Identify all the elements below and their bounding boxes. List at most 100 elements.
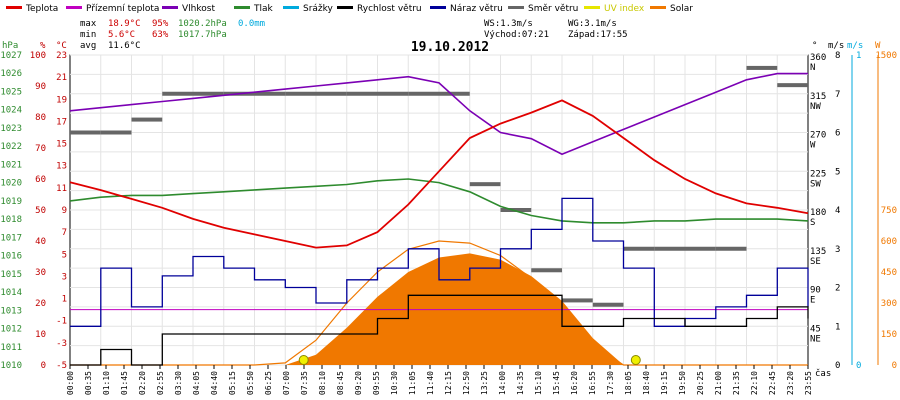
unit-w: W xyxy=(875,41,881,51)
x-axis: 00:00 00:35 01:10 01:45 02:20 02:55 03:30 04:05… xyxy=(66,365,813,395)
solar-tick-label: 600 xyxy=(881,237,897,247)
temperature-tick-label: 5 xyxy=(62,250,67,260)
wind-direction-mark xyxy=(285,91,316,96)
humidity-tick-label: 30 xyxy=(35,268,46,278)
uv-index-markers xyxy=(298,355,641,365)
direction-letter-label: NW xyxy=(810,102,821,112)
pressure-tick-label: 1020 xyxy=(0,179,22,189)
chart-legend: Teplota Přízemní teplota Vlhkost Tlak Srážky… xyxy=(6,4,693,14)
direction-tick-label: 360 xyxy=(810,53,826,63)
stats-min-temp: 5.6°C xyxy=(108,30,135,40)
rain-tick-label: 0 xyxy=(856,361,861,371)
temperature-tick-label: 13 xyxy=(56,162,67,172)
axis-unit-labels: hPa % °C ° m/s m/s W čas xyxy=(2,41,881,379)
legend-label: Náraz větru xyxy=(450,4,503,14)
wind-direction-mark xyxy=(469,182,501,187)
x-tick-label: 04:05 xyxy=(192,371,201,395)
stats-min-hum: 63% xyxy=(152,30,169,40)
direction-letter-label: S xyxy=(810,218,815,228)
unit-pct: % xyxy=(40,41,46,51)
solar-theoretical-line xyxy=(70,240,808,366)
pressure-tick-label: 1022 xyxy=(0,142,22,152)
direction-letter-label: NE xyxy=(810,334,821,344)
pressure-tick-label: 1015 xyxy=(0,270,22,280)
legend-label: Srážky xyxy=(303,4,334,14)
humidity-tick-label: 0 xyxy=(41,361,46,371)
x-tick-label: 18:05 xyxy=(624,371,633,395)
uv-index-marker xyxy=(630,355,641,365)
legend-label: Solar xyxy=(670,4,693,14)
stats-wg: WG:3.1m/s xyxy=(568,19,617,29)
x-tick-label: 06:25 xyxy=(264,371,273,395)
x-tick-label: 05:15 xyxy=(228,371,237,395)
x-tick-label: 00:35 xyxy=(84,371,93,395)
x-tick-label: 23:55 xyxy=(804,371,813,395)
temperature-tick-label: 19 xyxy=(56,95,67,105)
wind-direction-mark xyxy=(377,91,409,96)
wind-direction-mark xyxy=(193,91,224,96)
legend-swatch xyxy=(430,6,446,9)
wind-direction-mark xyxy=(746,65,778,70)
x-tick-label: 02:20 xyxy=(138,371,147,395)
wind-tick-label: 6 xyxy=(835,129,840,139)
x-tick-label: 19:50 xyxy=(678,371,687,395)
temperature-tick-label: -1 xyxy=(56,317,67,327)
x-tick-label: 00:00 xyxy=(66,371,75,395)
pressure-tick-label: 1010 xyxy=(0,361,22,371)
rain-tick-label: 1 xyxy=(856,51,861,61)
stats-ws: WS:1.3m/s xyxy=(484,19,533,29)
pressure-tick-label: 1024 xyxy=(0,106,22,116)
x-tick-label: 17:30 xyxy=(606,371,615,395)
solar-tick-label: 1500 xyxy=(875,51,897,61)
stats-sunrise: Východ:07:21 xyxy=(484,30,549,40)
wind-direction-mark xyxy=(623,246,655,251)
wind-direction-mark xyxy=(531,268,562,273)
x-tick-label: 21:00 xyxy=(714,371,723,395)
temperature-tick-label: 9 xyxy=(62,206,67,216)
humidity-tick-label: 60 xyxy=(35,175,46,185)
pressure-tick-label: 1025 xyxy=(0,87,22,97)
x-tick-label: 13:25 xyxy=(480,371,489,395)
wind-direction-mark xyxy=(500,208,532,212)
wind-direction-mark xyxy=(685,246,716,251)
direction-letter-label: W xyxy=(810,141,816,151)
unit-ms: m/s xyxy=(828,41,844,51)
x-tick-label: 01:45 xyxy=(120,371,129,395)
wind-tick-label: 8 xyxy=(835,51,840,61)
temperature-tick-label: 21 xyxy=(56,73,67,83)
x-tick-label: 22:10 xyxy=(750,371,759,395)
x-axis-label: čas xyxy=(815,368,831,379)
direction-tick-label: 270 xyxy=(810,131,826,141)
solar-tick-label: 0 xyxy=(892,361,897,371)
humidity-tick-label: 50 xyxy=(35,206,46,216)
wind-direction-mark xyxy=(346,91,378,96)
chart-title: 19.10.2012 xyxy=(411,40,489,55)
humidity-line xyxy=(69,72,808,156)
x-tick-label: 12:50 xyxy=(462,371,471,395)
pressure-tick-label: 1016 xyxy=(0,252,22,262)
wind-tick-label: 3 xyxy=(835,245,840,255)
direction-letter-label: N xyxy=(810,63,815,73)
temperature-tick-label: 11 xyxy=(56,184,67,194)
pressure-tick-label: 1021 xyxy=(0,160,22,170)
x-tick-label: 12:15 xyxy=(444,371,453,395)
temperature-tick-label: 15 xyxy=(56,140,67,150)
legend-swatch xyxy=(162,6,178,9)
x-tick-label: 07:00 xyxy=(282,371,291,395)
x-tick-label: 11:40 xyxy=(426,371,435,395)
wind-direction-mark xyxy=(316,91,347,96)
wind-direction-mark xyxy=(131,117,163,122)
x-tick-label: 22:45 xyxy=(768,371,777,395)
humidity-tick-label: 70 xyxy=(35,144,46,154)
pressure-tick-label: 1018 xyxy=(0,215,22,225)
stats-min-press: 1017.7hPa xyxy=(178,30,227,40)
stats-max-rain: 0.0mm xyxy=(238,19,265,29)
chart-axes: 1027102610251024102310221021102010191018… xyxy=(0,51,897,371)
wind-direction-mark xyxy=(562,298,593,303)
x-tick-label: 03:30 xyxy=(174,371,183,395)
stats-max-label: max xyxy=(80,19,97,29)
pressure-tick-label: 1017 xyxy=(0,233,22,243)
unit-rain: m/s xyxy=(847,41,863,51)
